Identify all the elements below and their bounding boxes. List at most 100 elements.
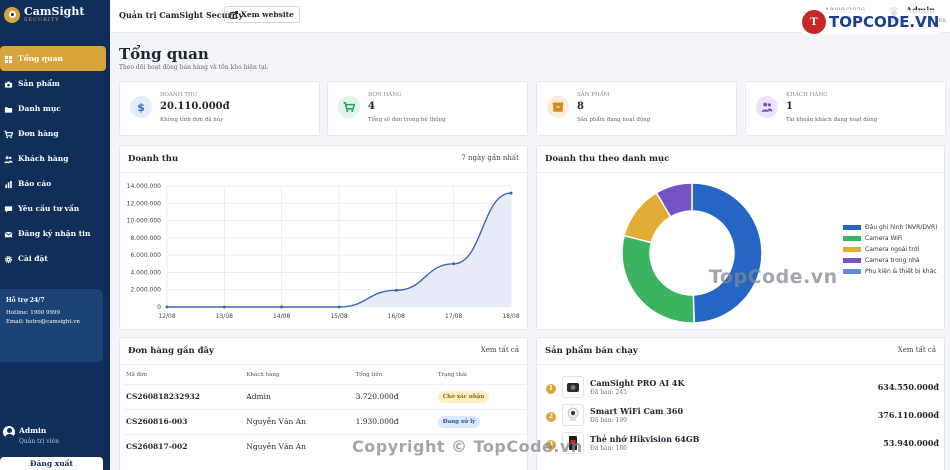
- support-title: Hỗ trợ 24/7: [6, 297, 45, 304]
- recent-orders-card: Đơn hàng gần đây Xem tất cả Mã đơn Khách …: [119, 337, 528, 470]
- sidebar-item-label: Yêu cầu tư vấn: [18, 204, 80, 213]
- revenue-point[interactable]: [165, 305, 169, 309]
- table-row[interactable]: CS260816-003 Nguyễn Văn An 1.930.000đ Đang …: [124, 408, 526, 434]
- revenue-line-chart: 0 2.000.000 4.000.000 6.000.000 8.000.000 10.…: [127, 183, 520, 320]
- sidebar-item-2[interactable]: Danh mục: [0, 96, 106, 121]
- mail-icon: [4, 230, 13, 238]
- divider: [537, 364, 944, 365]
- best-sellers-title: Sản phẩm bán chạy: [545, 346, 638, 356]
- stat-label: ĐƠN HÀNG: [368, 92, 402, 98]
- divider: [120, 172, 527, 173]
- sidebar-item-label: Đơn hàng: [18, 129, 59, 138]
- orders-column-header: Mã đơn: [126, 371, 148, 378]
- sidebar-item-label: Đăng ký nhận tin: [18, 229, 91, 238]
- x-tick-label: 17/08: [445, 313, 462, 320]
- orders-table: Mã đơn Khách hàng Tổng tiền Trạng thái CS26…: [124, 366, 526, 459]
- sidebar-item-0[interactable]: Tổng quan: [0, 46, 106, 71]
- legend-item: Camera WiFi: [843, 233, 937, 244]
- order-customer: Admin: [244, 383, 354, 409]
- stat-card: SẢN PHẨM 8 Sản phẩm đang hoạt động: [536, 81, 737, 136]
- y-tick-label: 6.000.000: [130, 252, 161, 259]
- legend-item: Phụ kiện & thiết bị khác: [843, 266, 937, 277]
- status-badge: Chờ xác nhận: [437, 390, 490, 403]
- list-item[interactable]: 3 Thẻ nhớ Hikvision 64GB Đã bán: 186 53.940…: [543, 430, 939, 458]
- product-thumbnail: [562, 376, 584, 398]
- view-website-button[interactable]: Xem website: [224, 6, 300, 23]
- product-name: Thẻ nhớ Hikvision 64GB: [590, 434, 700, 444]
- watermark-center: TopCode.vn: [709, 266, 838, 288]
- cart-icon: [343, 102, 355, 113]
- sidebar-item-8[interactable]: Cài đặt: [0, 246, 106, 271]
- dashboard-icon: [4, 55, 13, 63]
- revenue-point[interactable]: [509, 191, 513, 195]
- watermark-logo-text: TOPCODE.VN: [829, 13, 940, 31]
- users-icon: [4, 155, 13, 163]
- stat-label: DOANH THU: [160, 92, 198, 98]
- report-icon: [4, 180, 13, 188]
- box-icon: [552, 102, 564, 112]
- legend-swatch: [843, 269, 861, 274]
- revenue-point[interactable]: [280, 305, 284, 309]
- product-sold: Đã bán: 245: [590, 389, 627, 396]
- donut-legend: Đầu ghi hình (NVR/DVR) Camera WiFi Camera …: [843, 222, 937, 277]
- sidebar-item-7[interactable]: Đăng ký nhận tin: [0, 221, 106, 246]
- product-sold: Đã bán: 199: [590, 417, 627, 424]
- stat-value: 8: [577, 101, 584, 112]
- revenue-point[interactable]: [394, 288, 398, 292]
- revenue-point[interactable]: [222, 305, 226, 309]
- gear-icon: [4, 255, 13, 263]
- sidebar-item-label: Danh mục: [18, 104, 61, 113]
- orders-view-all-link[interactable]: Xem tất cả: [480, 346, 519, 354]
- order-total: 3.720.000đ: [353, 383, 436, 409]
- order-total: 1.930.000đ: [353, 408, 436, 434]
- order-code: CS260816-003: [124, 408, 245, 434]
- sidebar-user-name: Admin: [19, 426, 47, 435]
- revenue-point[interactable]: [452, 262, 456, 266]
- list-item[interactable]: 2 Smart WiFi Cam 360 Đã bán: 199 376.110.00…: [543, 402, 939, 430]
- revenue-point[interactable]: [337, 305, 341, 309]
- logout-button[interactable]: Đăng xuất: [0, 457, 103, 470]
- y-tick-label: 4.000.000: [130, 269, 161, 276]
- product-revenue: 376.110.000đ: [877, 410, 939, 420]
- sidebar-item-5[interactable]: Báo cáo: [0, 171, 106, 196]
- table-row[interactable]: CS260818232932 Admin 3.720.000đ Chờ xác nhậ…: [124, 383, 526, 409]
- stat-label: KHÁCH HÀNG: [786, 92, 828, 98]
- revenue-series-line: [167, 192, 512, 308]
- stat-card: KHÁCH HÀNG 1 Tài khoản khách đang hoạt độn…: [745, 81, 946, 136]
- admin-title: Quản trị CamSight Security: [119, 10, 244, 20]
- legend-swatch: [843, 258, 861, 263]
- legend-label: Phụ kiện & thiết bị khác: [865, 268, 937, 275]
- legend-item: Đầu ghi hình (NVR/DVR): [843, 222, 937, 233]
- user-avatar-icon: [3, 426, 15, 438]
- list-item[interactable]: 1 CamSight PRO AI 4K Đã bán: 245 634.550.00…: [543, 374, 939, 402]
- donut-slice[interactable]: [691, 182, 763, 324]
- donut-slice[interactable]: [621, 234, 695, 324]
- donut-slice[interactable]: [655, 182, 693, 218]
- sidebar-item-3[interactable]: Đơn hàng: [0, 121, 106, 146]
- cart-icon: [4, 130, 13, 138]
- product-thumbnail: [562, 432, 584, 454]
- x-tick-label: 12/08: [158, 313, 175, 320]
- legend-label: Camera trong nhà: [865, 257, 920, 264]
- orders-column-header: Tổng tiền: [355, 371, 383, 378]
- sidebar-item-4[interactable]: Khách hàng: [0, 146, 106, 171]
- watermark-logo: T TOPCODE.VN: [802, 10, 940, 34]
- support-box: Hỗ trợ 24/7 Hotline: 1900 9999 Email: ho…: [0, 289, 103, 362]
- product-name: CamSight PRO AI 4K: [590, 378, 685, 388]
- cart-icon: [4, 130, 13, 138]
- sidebar-item-6[interactable]: Yêu cầu tư vấn: [0, 196, 106, 221]
- brand-logo[interactable]: CamSight SECURITY: [4, 6, 84, 23]
- order-status-cell: Chờ xác nhận: [435, 383, 526, 409]
- best-sellers-view-all-link[interactable]: Xem tất cả: [897, 346, 936, 354]
- sidebar-item-1[interactable]: Sản phẩm: [0, 71, 106, 96]
- sidebar: CamSight SECURITY Tổng quan Sản phẩm Danh …: [0, 0, 110, 470]
- stat-card: ĐƠN HÀNG 4 Tổng số đơn trong hệ thống: [327, 81, 528, 136]
- folder-icon: [4, 106, 13, 113]
- camera-logo-icon: [4, 6, 20, 23]
- sidebar-nav: Tổng quan Sản phẩm Danh mục Đơn hàng Khách h…: [0, 46, 110, 271]
- revenue-range: 7 ngày gần nhất: [461, 154, 519, 162]
- chat-icon: [4, 205, 13, 213]
- sidebar-item-label: Tổng quan: [18, 54, 63, 63]
- table-row[interactable]: CS260817-002 Nguyễn Văn An: [124, 433, 526, 459]
- legend-swatch: [843, 225, 861, 230]
